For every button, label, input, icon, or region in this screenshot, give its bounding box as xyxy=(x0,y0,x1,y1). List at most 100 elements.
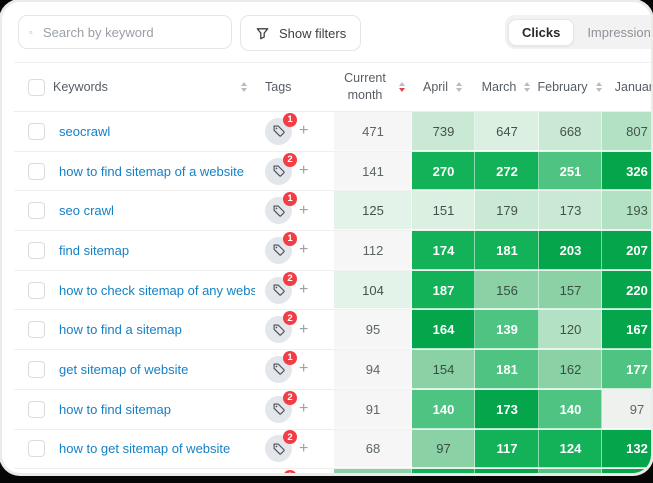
keyword-link[interactable]: seocrawl xyxy=(59,123,111,139)
add-tag-button[interactable]: + xyxy=(299,201,309,219)
search-input[interactable] xyxy=(41,23,221,41)
month-cell: 173 xyxy=(539,191,602,231)
tag-icon xyxy=(273,205,285,217)
row-checkbox[interactable] xyxy=(28,241,45,259)
app-card: Show filters Clicks Impressions Keywords… xyxy=(2,2,651,473)
column-header-march[interactable]: March xyxy=(475,63,539,111)
toggle-option-impressions[interactable]: Impressions xyxy=(587,24,651,40)
keyword-link[interactable]: seo crawl xyxy=(59,203,114,219)
add-tag-button[interactable]: + xyxy=(299,320,309,338)
column-header-keywords[interactable]: Keywords xyxy=(14,63,255,111)
tag-count-badge: 2 xyxy=(283,152,297,167)
row-checkbox[interactable] xyxy=(28,281,45,299)
row-checkbox[interactable] xyxy=(28,440,45,458)
month-cell xyxy=(602,469,651,473)
current-month-header-label: Current month xyxy=(344,71,386,102)
keywords-table: Keywords Tags Current month April March xyxy=(14,62,651,473)
keyword-link[interactable]: how to find sitemap xyxy=(59,401,172,417)
keywords-header-label: Keywords xyxy=(53,80,108,94)
month-cell: 97 xyxy=(412,429,475,469)
tag-count-badge: 1 xyxy=(283,350,297,365)
month-cell: 167 xyxy=(602,310,651,350)
keyword-link[interactable]: get sitemap of website xyxy=(59,361,189,377)
add-tag-button[interactable]: + xyxy=(299,122,309,140)
tag-icon xyxy=(273,324,285,336)
january-header-label: January xyxy=(614,80,651,94)
column-header-tags: Tags xyxy=(255,63,334,111)
tag-count-badge: 2 xyxy=(283,271,297,286)
tags-cell: 2 + xyxy=(255,310,334,349)
sort-icon-april[interactable] xyxy=(454,80,464,94)
row-checkbox[interactable] xyxy=(28,321,45,339)
add-tag-button[interactable]: + xyxy=(299,360,309,378)
month-cell xyxy=(412,469,475,473)
tags-cell: 2 + xyxy=(255,430,334,469)
column-header-april[interactable]: April xyxy=(412,63,475,111)
current-month-cell: 125 xyxy=(334,191,412,231)
table-row: get sitemap of website 1 + 94 154 181 16… xyxy=(14,350,651,390)
current-month-cell: 95 xyxy=(334,310,412,350)
month-cell: 117 xyxy=(475,429,539,469)
month-cell: 326 xyxy=(602,151,651,191)
tag-button[interactable]: 2 xyxy=(265,311,297,344)
sort-icon-february[interactable] xyxy=(594,80,604,94)
select-all-checkbox[interactable] xyxy=(28,78,45,96)
tag-button[interactable]: 1 xyxy=(265,231,297,264)
add-tag-button[interactable]: + xyxy=(299,281,309,299)
current-month-cell xyxy=(334,469,412,473)
tag-button[interactable]: 2 xyxy=(265,390,297,423)
tag-button[interactable]: 2 xyxy=(265,152,297,185)
tag-icon xyxy=(273,244,285,257)
tags-cell: 2 + xyxy=(255,152,334,191)
toggle-option-clicks[interactable]: Clicks xyxy=(508,18,575,46)
tag-button[interactable]: 1 xyxy=(265,350,297,383)
row-checkbox[interactable] xyxy=(28,400,45,418)
add-tag-button[interactable]: + xyxy=(299,400,309,418)
row-checkbox[interactable] xyxy=(28,202,45,220)
add-tag-button[interactable]: + xyxy=(299,439,309,457)
sort-icon-current-month-desc-active[interactable] xyxy=(397,80,407,94)
tag-button[interactable]: 2 xyxy=(265,430,297,463)
keyword-link[interactable]: how to check sitemap of any website xyxy=(59,282,255,298)
month-cell: 164 xyxy=(412,310,475,350)
sort-icon-keywords[interactable] xyxy=(239,80,249,94)
march-header-label: March xyxy=(481,80,517,94)
keyword-link[interactable]: how to get sitemap of website xyxy=(59,441,231,457)
keyword-link[interactable]: find sitemap xyxy=(59,242,130,258)
column-header-current-month[interactable]: Current month xyxy=(334,63,412,111)
table-row: how to find sitemap of a website 2 + 141… xyxy=(14,151,651,192)
sort-icon-march[interactable] xyxy=(522,80,532,94)
add-tag-button[interactable]: + xyxy=(299,162,309,180)
month-cell: 132 xyxy=(602,429,651,469)
tags-cell: 1 + xyxy=(255,231,334,270)
month-cell: 220 xyxy=(602,270,651,310)
month-cell: 270 xyxy=(412,151,475,191)
month-cell: 154 xyxy=(412,350,475,389)
row-checkbox[interactable] xyxy=(28,162,45,180)
month-cell: 251 xyxy=(539,151,602,191)
month-cell xyxy=(539,469,602,473)
tag-button[interactable]: 1 xyxy=(265,192,297,225)
show-filters-button[interactable]: Show filters xyxy=(240,15,362,51)
month-cell: 668 xyxy=(539,112,602,151)
column-header-february[interactable]: February xyxy=(537,63,604,111)
tag-count-badge: 1 xyxy=(283,192,297,207)
row-checkbox[interactable] xyxy=(28,360,45,378)
table-row: how to get sitemap of website 2 + 68 97 … xyxy=(14,429,651,470)
keyword-cell: find sitemap xyxy=(14,231,255,270)
table-row: how to find sitemap 2 + 91 140 173 140 9… xyxy=(14,389,651,430)
month-cell: 173 xyxy=(475,389,539,429)
tag-button[interactable]: 1 xyxy=(265,112,297,145)
month-cell: 157 xyxy=(539,270,602,310)
tag-icon xyxy=(273,443,285,455)
add-tag-button[interactable]: + xyxy=(299,241,309,259)
current-month-cell: 94 xyxy=(334,350,412,389)
row-checkbox[interactable] xyxy=(28,122,45,140)
keyword-cell: how to get sitemap of website xyxy=(14,430,255,469)
keyword-link[interactable]: how to find a sitemap xyxy=(59,322,182,338)
keyword-link[interactable]: how to find sitemap of a website xyxy=(59,163,244,179)
search-box xyxy=(18,15,232,49)
tag-button[interactable]: 2 xyxy=(265,271,297,304)
month-cell: 140 xyxy=(539,389,602,429)
column-header-january[interactable]: January xyxy=(602,63,651,111)
